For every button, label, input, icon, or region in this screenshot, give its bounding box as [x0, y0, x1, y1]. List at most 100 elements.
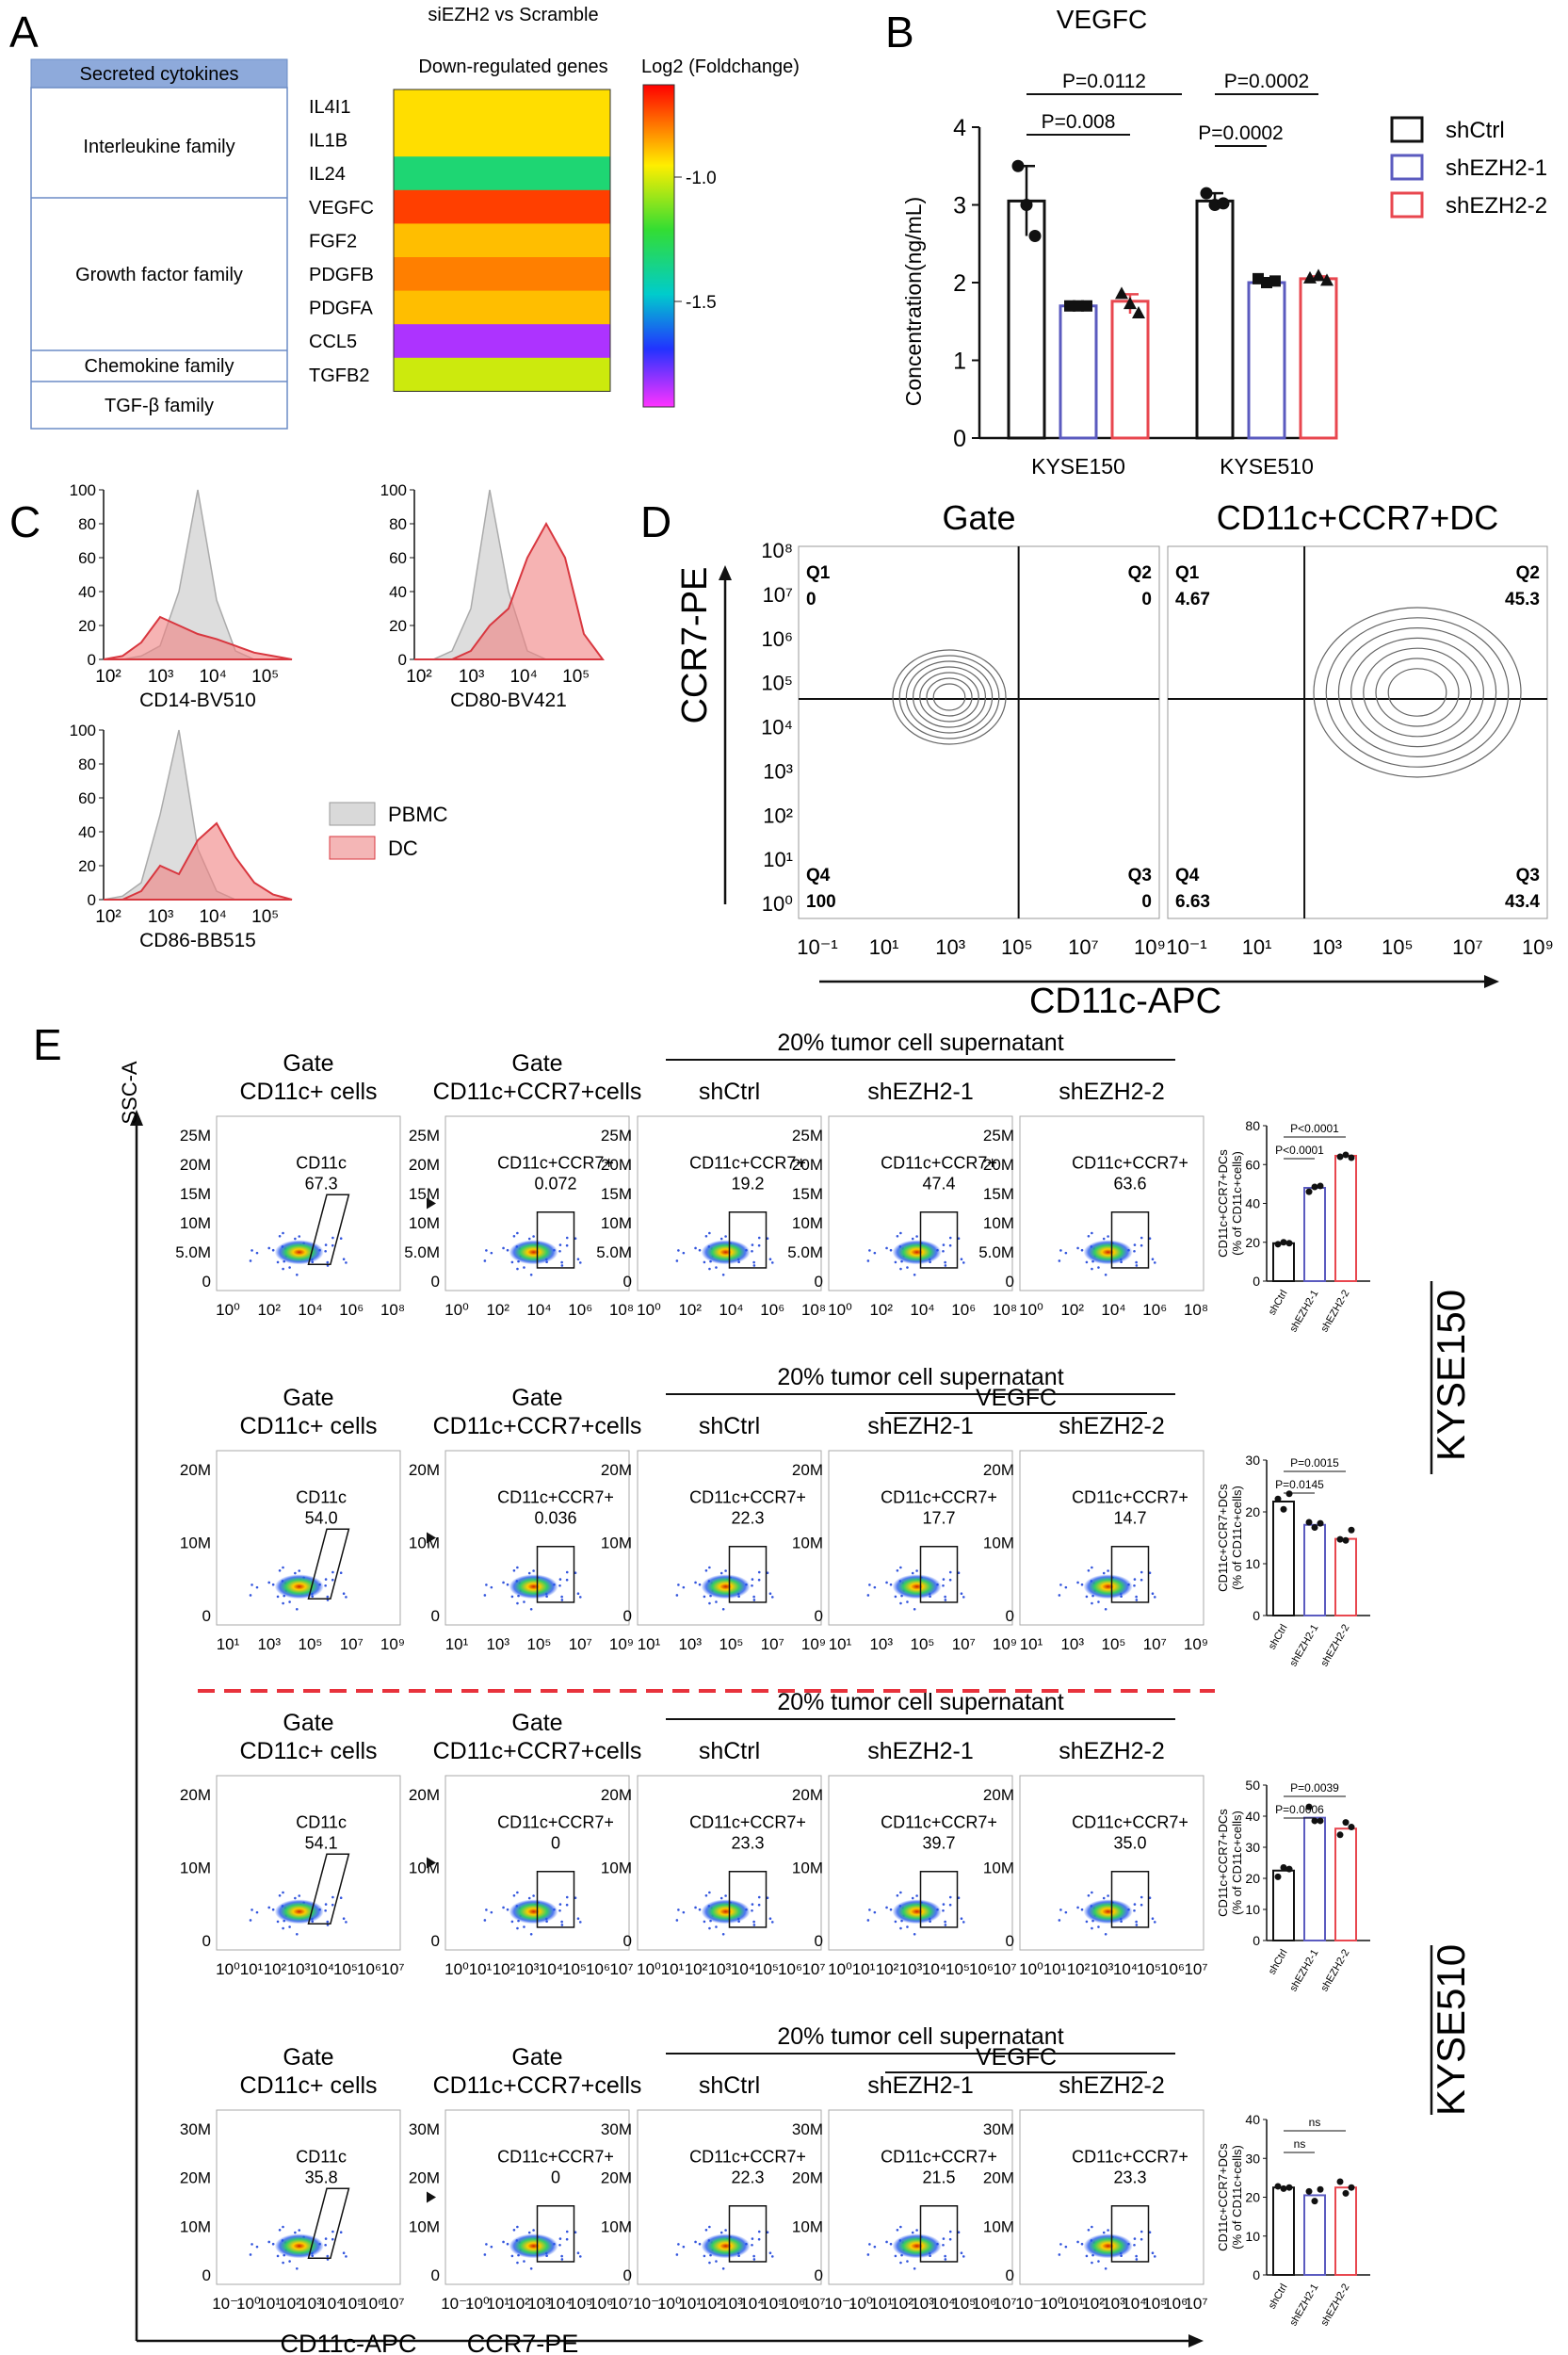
e-scatter-dot [1133, 1243, 1137, 1246]
e-scatter-dot [510, 2254, 514, 2258]
b-y-axis-title: Concentration(ng/mL) [901, 197, 926, 406]
heatmap-cell [394, 223, 610, 258]
e-scatter-dot [490, 1910, 493, 1914]
e-bar-x-label: shEZH2-1 [1287, 1623, 1320, 1669]
e-y-tick-label: 20M [601, 1156, 632, 1174]
e-scatter-dot [578, 1596, 582, 1599]
e-scatter-dot [1091, 1267, 1093, 1271]
d-contour [1313, 607, 1522, 778]
e-scatter-dot [342, 1592, 346, 1595]
d-x-tick-label: 10⁻¹ [1166, 935, 1206, 959]
e-scatter-dot [719, 1896, 723, 1900]
e-scatter-dot [282, 1267, 284, 1271]
e-scatter-dot [757, 1578, 761, 1582]
e-x-tick-label: 10⁶ [360, 2295, 384, 2313]
e-scatter-dot [1104, 2266, 1107, 2270]
e-x-tick-label: 10⁷ [380, 2295, 404, 2313]
e-x-tick-label: 10⁶ [339, 1301, 364, 1319]
e-scatter-dot [249, 1919, 252, 1922]
e-scatter-dot [960, 1917, 963, 1920]
e-scatter-dot [962, 1596, 965, 1599]
d-y-tick-label: 10⁶ [761, 627, 793, 651]
e-y-tick-label: 10M [409, 1535, 440, 1552]
e-bar [1272, 1501, 1295, 1616]
e-scatter-dot [752, 1599, 756, 1601]
e-scatter-dot [751, 1908, 753, 1912]
e-y-tick-label: 20M [792, 1156, 823, 1174]
e-scatter-dot [889, 2242, 893, 2246]
heatmap-cell [394, 189, 610, 224]
e-scatter-dot [294, 2231, 297, 2234]
e-x-tick-label: 10³ [911, 2295, 934, 2313]
d-quad-name: Q2 [1128, 563, 1152, 583]
e-scatter-dot [1080, 2242, 1084, 2246]
e-y-tick-label: 10M [792, 1535, 823, 1552]
e-scatter-dot [751, 1578, 754, 1581]
e-col-label: shCtrl [699, 1738, 760, 1764]
e-scatter-dot [255, 2245, 259, 2249]
e-scatter-dot [529, 2266, 533, 2270]
e-gate-subtitle: CD11c+ cells [239, 1079, 377, 1105]
e-scatter-dot [326, 1920, 330, 1924]
e-scatter-dot [251, 2243, 253, 2246]
e-scatter-dot [944, 2258, 947, 2261]
e-scatter-dot [271, 2242, 275, 2246]
e-scatter-dot [282, 2225, 284, 2229]
e-y-tick-label: 20M [409, 1461, 440, 1479]
e-bar-x-label: shEZH2-2 [1318, 2282, 1351, 2329]
e-y-tick-label: 0 [431, 2266, 440, 2284]
e-gate-box [536, 1871, 575, 1928]
e-scatter-dot [1135, 1920, 1138, 1924]
e-y-tick-label: 30M [792, 2120, 823, 2138]
e-scatter-dot [1058, 1594, 1061, 1597]
e-scatter-dot [271, 1248, 275, 1252]
e-scatter-dot [1153, 1921, 1156, 1924]
e-scatter-dot [565, 1903, 569, 1907]
b-data-point [1320, 273, 1334, 286]
e-scatter-dot [868, 1584, 871, 1586]
e-scatter-dot [675, 2253, 679, 2256]
c-x-tick-label: 10⁴ [199, 667, 226, 687]
e-gate-box [919, 1546, 959, 1603]
e-scatter-dot [948, 1903, 952, 1907]
e-x-tick-label: 10⁰ [849, 2295, 873, 2313]
e-scatter-dot [516, 1926, 519, 1930]
e-y-tick-label: 0 [202, 2266, 211, 2284]
c-x-tick-label: 10⁵ [251, 907, 279, 927]
e-gate-label: CD11c [296, 1154, 347, 1173]
heatmap-title-1: siEZH2 vs Scramble [428, 5, 598, 25]
e-scatter-dot [694, 2240, 697, 2244]
e-scatter-dot [873, 1910, 877, 1914]
c-hist-dc [103, 615, 293, 660]
c-y-tick-label: 0 [88, 651, 96, 669]
e-x-tick-label: 10² [1081, 2295, 1105, 2313]
e-y-tick-label: 30M [601, 2120, 632, 2138]
e-y-tick-label: 20M [983, 1786, 1014, 1804]
e-x-tick-label: 10⁹ [993, 1635, 1017, 1653]
e-density [1083, 1574, 1133, 1600]
d-quad-name: Q3 [1128, 866, 1152, 885]
e-scatter-dot [960, 1592, 963, 1595]
e-scatter-dot [757, 1895, 761, 1899]
e-scatter-dot [339, 1896, 343, 1899]
e-x-tick-label: 10⁷ [761, 1635, 784, 1653]
e-scatter-dot [915, 1235, 918, 1238]
e-scatter-dot [324, 2237, 328, 2240]
e-y-tick-label: 0 [431, 1607, 440, 1625]
e-density [701, 2233, 751, 2259]
e-y-tick-label: 20M [180, 1156, 211, 1174]
e-bar [1303, 1523, 1326, 1616]
e-scatter-dot [885, 2240, 888, 2244]
e-gate-value: 21.5 [922, 2168, 955, 2187]
e-x-axis-title-2: CCR7-PE [467, 2330, 579, 2355]
e-scatter-dot [345, 1921, 348, 1924]
e-bar-y-label-2: (% of CD11c+cells) [1230, 1486, 1244, 1590]
e-x-tick-label: 10¹ [257, 2295, 281, 2313]
e-x-tick-label: 10⁹ [1184, 1635, 1208, 1653]
e-x-tick-label: 10¹ [852, 1960, 876, 1978]
e-scatter-dot [899, 1926, 902, 1930]
e-x-tick-label: 10³ [486, 1635, 509, 1653]
e-x-tick-label: 10³ [1102, 2295, 1125, 2313]
e-scatter-dot [866, 1594, 870, 1597]
e-y-tick-label: 10M [792, 1214, 823, 1232]
